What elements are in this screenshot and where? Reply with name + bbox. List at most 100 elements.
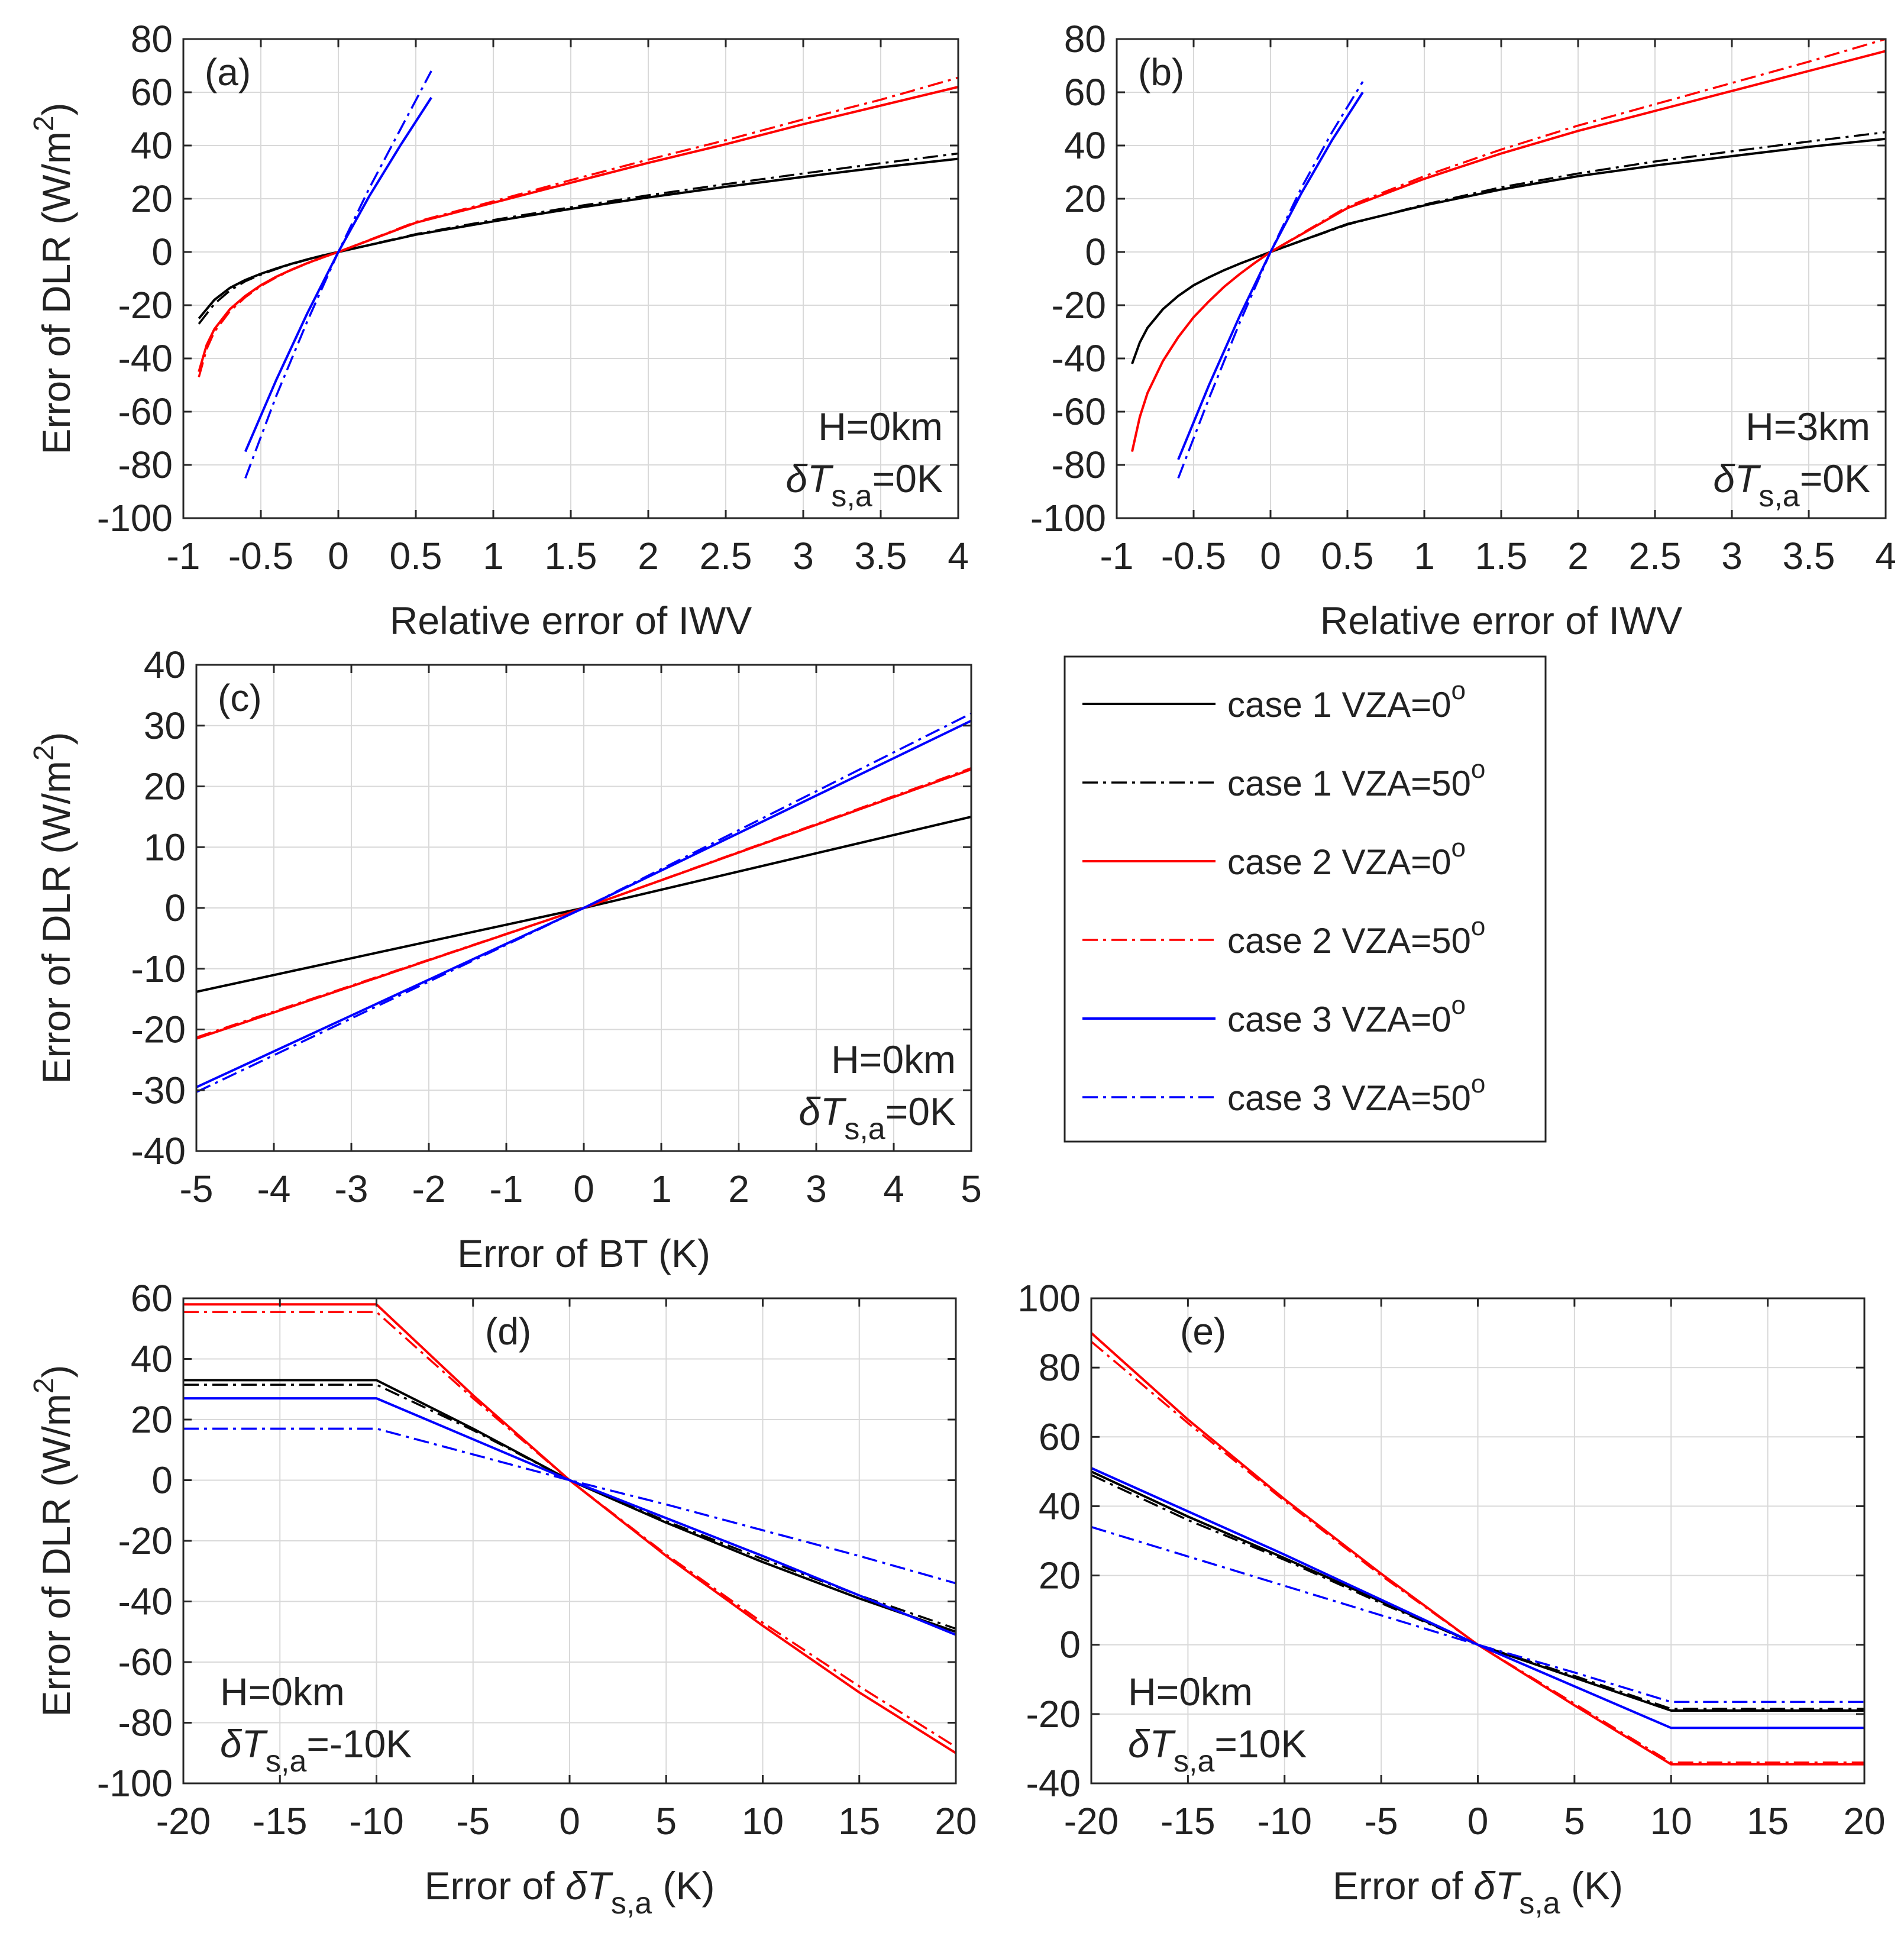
x-tick-label: -0.5 (228, 535, 293, 577)
y-tick-label: -100 (97, 1762, 173, 1805)
x-tick-label: 0.5 (390, 535, 442, 577)
x-tick-label: 2.5 (700, 535, 752, 577)
y-tick-label: -30 (131, 1069, 186, 1111)
x-tick-label: 2.5 (1629, 535, 1682, 577)
y-tick-label: -20 (118, 284, 173, 327)
legend-box (1063, 655, 1547, 1143)
y-axis-label: Error of DLR (W/m2) (28, 1365, 78, 1717)
y-tick-label: -80 (118, 1702, 173, 1744)
annotation-height: H=0km (818, 405, 943, 448)
y-tick-label: 40 (144, 644, 186, 686)
y-tick-label: -40 (1052, 337, 1107, 380)
x-tick-label: 5 (655, 1800, 677, 1842)
y-tick-label: 40 (131, 124, 173, 167)
panel-label: (d) (485, 1310, 531, 1353)
x-tick-label: -15 (1160, 1800, 1216, 1842)
series-line-4: case 2 VZA=50° (1090, 1340, 1864, 1764)
x-tick-label: -10 (1258, 1800, 1313, 1842)
y-tick-label: 20 (144, 765, 186, 808)
y-tick-label: 60 (131, 71, 173, 114)
panel-a: case 1 VZA=0°case 1 VZA=50°case 2 VZA=0°… (28, 18, 969, 642)
y-tick-label: 0 (1085, 231, 1106, 273)
y-tick-label: 100 (1017, 1277, 1081, 1320)
annotation-height: H=3km (1745, 405, 1870, 448)
y-tick-label: -60 (118, 1641, 173, 1683)
annotation-height: H=0km (1128, 1670, 1253, 1714)
y-tick-label: 60 (131, 1277, 173, 1320)
series-line-6: case 3 VZA=50° (244, 70, 432, 479)
panel-d: case 1 VZA=0°case 1 VZA=50°case 2 VZA=0°… (28, 1277, 977, 1921)
series-line-4: case 2 VZA=50° (198, 76, 959, 377)
legend-label: case 2 VZA=50o (1227, 912, 1485, 961)
x-tick-label: 1.5 (545, 535, 597, 577)
y-tick-label: -60 (118, 390, 173, 433)
x-tick-label: 0 (1260, 535, 1281, 577)
y-tick-label: 0 (1059, 1624, 1081, 1666)
y-tick-label: -10 (131, 948, 186, 990)
y-tick-label: 80 (1039, 1346, 1081, 1389)
series-line-2: case 1 VZA=50° (1091, 1474, 1864, 1710)
y-tick-label: 40 (1039, 1485, 1081, 1527)
x-tick-label: -3 (335, 1168, 368, 1210)
series-line-6: case 3 VZA=50° (196, 712, 972, 1093)
x-tick-label: -1 (167, 535, 201, 577)
x-axis-label: Relative error of IWV (1320, 599, 1683, 642)
series-line-1: case 1 VZA=0° (1131, 137, 1886, 364)
x-axis-label: Relative error of IWV (390, 599, 752, 642)
x-tick-label: 20 (1843, 1800, 1885, 1842)
x-tick-label: -4 (257, 1168, 291, 1210)
annotation-delta: δTs,a=-10K (220, 1722, 412, 1779)
x-tick-label: 15 (838, 1800, 880, 1842)
y-tick-label: -100 (97, 497, 173, 539)
y-tick-label: 10 (144, 826, 186, 868)
panel-label: (b) (1138, 51, 1184, 93)
x-tick-label: 0 (328, 535, 349, 577)
x-tick-label: 5 (961, 1168, 982, 1210)
series-line-1: case 1 VZA=0° (183, 1379, 956, 1633)
x-tick-label: 10 (1650, 1800, 1692, 1842)
legend-label: case 3 VZA=0o (1227, 991, 1466, 1039)
x-tick-label: 2 (1567, 535, 1589, 577)
y-tick-label: 30 (144, 704, 186, 747)
series-line-6: case 3 VZA=50° (1177, 81, 1364, 479)
x-tick-label: 0 (559, 1800, 580, 1842)
x-tick-label: -15 (253, 1800, 308, 1842)
x-tick-label: -5 (1365, 1800, 1398, 1842)
y-tick-label: 60 (1064, 71, 1106, 114)
annotation-delta: δTs,a=0K (799, 1090, 956, 1146)
x-tick-label: 3.5 (1783, 535, 1835, 577)
legend-label: case 1 VZA=50o (1227, 755, 1485, 803)
series-line-1: case 1 VZA=0° (198, 157, 959, 319)
y-tick-label: 0 (151, 231, 173, 273)
x-tick-label: 15 (1747, 1800, 1789, 1842)
panel-e: case 1 VZA=0°case 1 VZA=50°case 2 VZA=0°… (1017, 1277, 1885, 1921)
y-tick-label: -20 (1052, 284, 1107, 327)
x-tick-label: 1 (483, 535, 504, 577)
y-tick-label: -100 (1030, 497, 1106, 539)
annotation-delta: δTs,a=10K (1128, 1722, 1307, 1779)
series-line-3: case 2 VZA=0° (1131, 50, 1886, 452)
annotation-height: H=0km (831, 1037, 956, 1081)
series-line-3: case 2 VZA=0° (198, 86, 959, 373)
y-tick-label: 0 (151, 1459, 173, 1502)
y-tick-label: 0 (164, 887, 186, 929)
panel-label: (e) (1180, 1310, 1226, 1353)
y-tick-label: -20 (131, 1008, 186, 1051)
x-axis-label: Error of δTs,a (K) (1333, 1864, 1623, 1921)
y-tick-label: 80 (1064, 18, 1106, 60)
panel-c: case 1 VZA=0°case 1 VZA=50°case 2 VZA=0°… (28, 644, 982, 1275)
x-axis-label: Error of δTs,a (K) (424, 1864, 715, 1921)
legend: case 1 VZA=0o case 1 VZA=50o case 2 VZA=0o… (1063, 655, 1547, 1143)
series-line-6: case 3 VZA=50° (183, 1427, 956, 1585)
x-tick-label: 1 (651, 1168, 672, 1210)
x-tick-label: -20 (1064, 1800, 1119, 1842)
series-line-5: case 3 VZA=0° (1091, 1467, 1864, 1730)
legend-label: case 3 VZA=50o (1227, 1069, 1485, 1118)
series-line-3: case 2 VZA=0° (183, 1303, 957, 1754)
series-line-4: case 2 VZA=50° (1131, 38, 1886, 452)
y-tick-label: 20 (131, 1398, 173, 1441)
series-line-2: case 1 VZA=50° (1131, 131, 1886, 364)
y-axis-label: Error of DLR (W/m2) (28, 102, 78, 454)
x-tick-label: 5 (1564, 1800, 1585, 1842)
